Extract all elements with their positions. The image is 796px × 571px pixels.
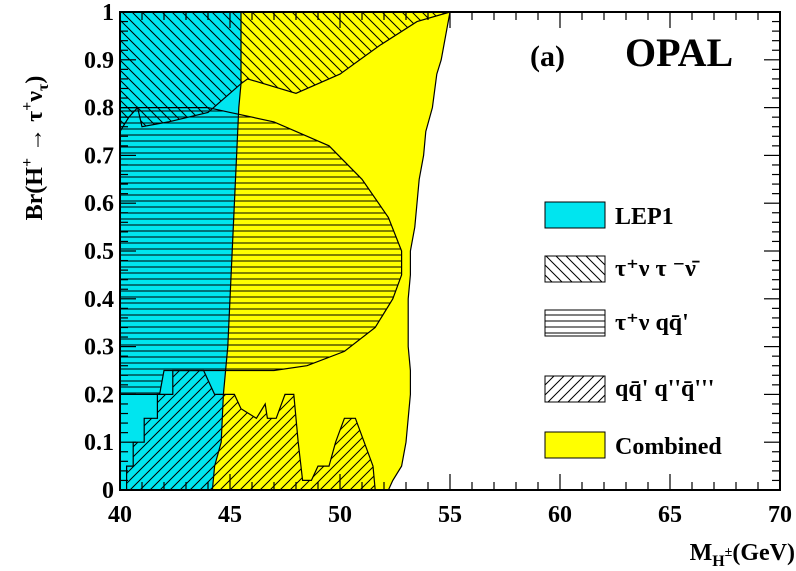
y-tick-label: 0 — [102, 478, 114, 504]
y-tick-label: 1 — [102, 0, 114, 26]
legend-swatch-combined — [544, 431, 606, 459]
legend-swatch-lep1 — [544, 201, 606, 229]
y-tick-label: 0.1 — [84, 430, 114, 456]
experiment-label: OPAL — [625, 30, 733, 75]
series-qqqq — [125, 369, 376, 491]
legend-label-tautau: τ⁺ν τ ⁻ν̄ — [615, 256, 700, 282]
y-tick-label: 0.7 — [84, 143, 114, 169]
legend-label-combined: Combined — [615, 434, 722, 460]
x-axis-title: MH±(GeV) — [690, 540, 795, 570]
legend-entry-lep1: LEP1 — [544, 201, 674, 230]
y-axis-title: Br(H+ → τ+ντ) — [19, 76, 52, 221]
y-tick-label: 0.2 — [84, 382, 114, 408]
legend-swatch-tauqq — [544, 309, 606, 337]
x-tick-label: 40 — [108, 502, 132, 528]
legend-entry-tauqq: τ⁺ν qq̄' — [544, 309, 689, 337]
legend-swatch-qqqq — [544, 375, 606, 403]
legend: LEP1 τ⁺ν τ ⁻ν̄ τ⁺ν qq̄' qq̄' q''q̄''' Co… — [544, 201, 722, 460]
axis-ticks: 40 45 50 55 60 65 70 0 0.1 0.2 0.3 0.4 0.5 0.6 0.7 0.8 0… — [84, 0, 792, 528]
legend-entry-tautau: τ⁺ν τ ⁻ν̄ — [544, 255, 700, 283]
y-tick-label: 0.8 — [84, 96, 114, 122]
x-tick-label: 55 — [438, 502, 462, 528]
legend-swatch-tautau — [544, 255, 606, 283]
legend-label-qqqq: qq̄' q''q̄''' — [615, 376, 714, 402]
x-tick-label: 70 — [768, 502, 792, 528]
series-layer — [119, 11, 451, 491]
x-tick-label: 45 — [218, 502, 242, 528]
legend-entry-combined: Combined — [544, 431, 722, 460]
legend-label-tauqq: τ⁺ν qq̄' — [615, 310, 689, 336]
y-tick-label: 0.5 — [84, 239, 114, 265]
y-tick-label: 0.3 — [84, 335, 114, 361]
y-tick-label: 0.4 — [84, 287, 114, 313]
legend-label-lep1: LEP1 — [615, 204, 674, 230]
x-tick-label: 60 — [548, 502, 572, 528]
y-tick-label: 0.6 — [84, 191, 114, 217]
x-tick-label: 50 — [328, 502, 352, 528]
x-tick-label: 65 — [658, 502, 682, 528]
legend-entry-qqqq: qq̄' q''q̄''' — [544, 375, 714, 403]
panel-label: (a) — [530, 40, 565, 73]
y-tick-label: 0.9 — [84, 48, 114, 74]
